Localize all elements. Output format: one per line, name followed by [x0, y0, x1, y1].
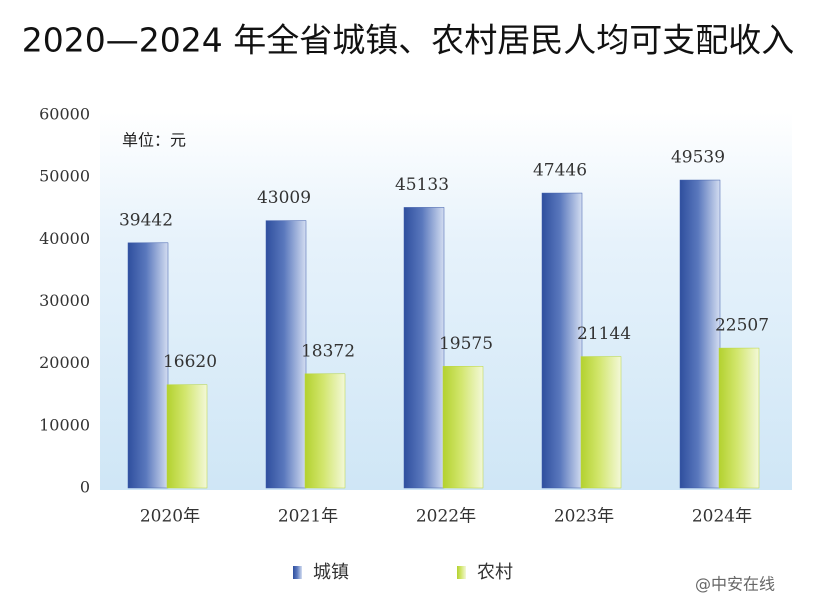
chart-title: 2020—2024 年全省城镇、农村居民人均可支配收入: [22, 21, 794, 60]
bar: [166, 384, 208, 489]
bar: [127, 242, 169, 489]
value-label: 16620: [163, 352, 217, 372]
y-tick-label: 40000: [39, 229, 90, 248]
bar: [304, 373, 346, 489]
bar: [541, 192, 583, 489]
y-tick-label: 0: [80, 478, 90, 497]
legend-label: 城镇: [313, 562, 349, 583]
bar: [580, 356, 622, 489]
y-tick-label: 10000: [39, 415, 90, 434]
value-label: 49539: [671, 148, 725, 168]
bar: [442, 366, 484, 489]
x-tick-label: 2023年: [554, 507, 614, 527]
value-label: 21144: [577, 324, 631, 344]
legend-label: 农村: [477, 562, 513, 583]
x-tick-label: 2024年: [692, 507, 752, 527]
legend-swatch: [457, 566, 466, 579]
x-tick-label: 2022年: [416, 507, 476, 527]
value-label: 22507: [715, 316, 769, 336]
bar: [718, 347, 760, 489]
value-label: 18372: [301, 341, 355, 361]
value-label: 39442: [119, 210, 173, 230]
y-tick-label: 20000: [39, 353, 90, 372]
y-tick-label: 30000: [39, 291, 90, 310]
bar: [265, 220, 307, 489]
y-tick-label: 50000: [39, 167, 90, 186]
y-tick-label: 60000: [39, 105, 90, 124]
bar: [679, 179, 721, 489]
value-label: 43009: [257, 188, 311, 208]
value-label: 45133: [395, 175, 449, 195]
x-tick-label: 2021年: [278, 507, 338, 527]
x-tick-label: 2020年: [140, 507, 200, 527]
legend-swatch: [293, 566, 302, 579]
bar: [403, 207, 445, 489]
watermark: @中安在线: [695, 575, 775, 594]
value-label: 19575: [439, 334, 493, 354]
value-label: 47446: [533, 161, 587, 181]
unit-label: 单位：元: [122, 131, 186, 150]
